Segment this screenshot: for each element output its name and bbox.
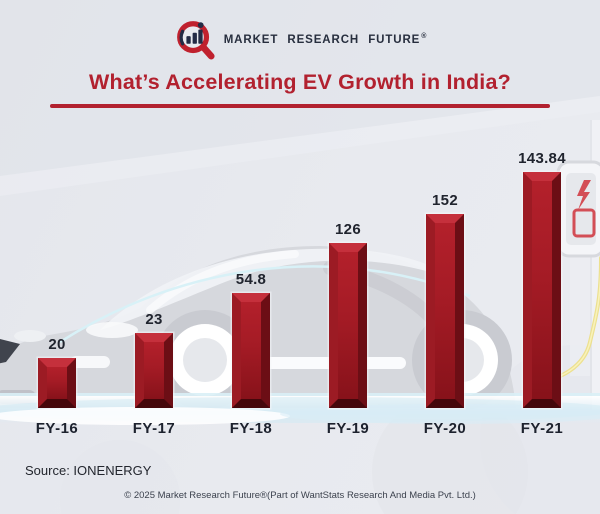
bar-category-label: FY-19: [326, 420, 370, 437]
bar: [329, 243, 367, 408]
bg-circle: [372, 394, 528, 514]
bg-circle: [60, 440, 180, 514]
bar-category-label: FY-21: [520, 420, 564, 437]
bar: [523, 172, 561, 408]
front-wheel: [155, 310, 255, 410]
bg-panel: [0, 0, 600, 176]
copyright-note: © 2025 Market Research Future®(Part of W…: [124, 490, 476, 501]
bar: [135, 333, 173, 408]
wall-strip: [590, 120, 592, 410]
title-underline: [50, 104, 550, 108]
bar: [426, 214, 464, 408]
bar-value-label: 23: [145, 311, 163, 328]
magnifier-chart-icon: [176, 21, 215, 60]
bar-value-label: 143.84: [518, 150, 566, 167]
brand-name: MARKET RESEARCH FUTURE®: [223, 32, 428, 46]
bar-value-label: 54.8: [235, 271, 267, 288]
page-title: What’s Accelerating EV Growth in India?: [89, 70, 511, 94]
bar-category-label: FY-20: [423, 420, 467, 437]
bar: [232, 293, 270, 408]
source-note: Source: IONENERGY: [25, 463, 152, 478]
wall-strip: [592, 120, 600, 410]
bar-value-label: 20: [48, 336, 66, 353]
bar: [38, 358, 76, 408]
bg-panel: [0, 96, 600, 196]
bar-value-label: 126: [335, 221, 361, 238]
bar-category-label: FY-16: [35, 420, 79, 437]
registered-mark: ®: [421, 32, 428, 40]
ev-plug-icon: [572, 180, 596, 238]
bar-category-label: FY-17: [132, 420, 176, 437]
cyan-accent-line: [59, 265, 471, 344]
bar-value-label: 152: [432, 192, 458, 209]
brand-logo: MARKET RESEARCH FUTURE®: [0, 16, 600, 62]
bar-category-label: FY-18: [229, 420, 273, 437]
